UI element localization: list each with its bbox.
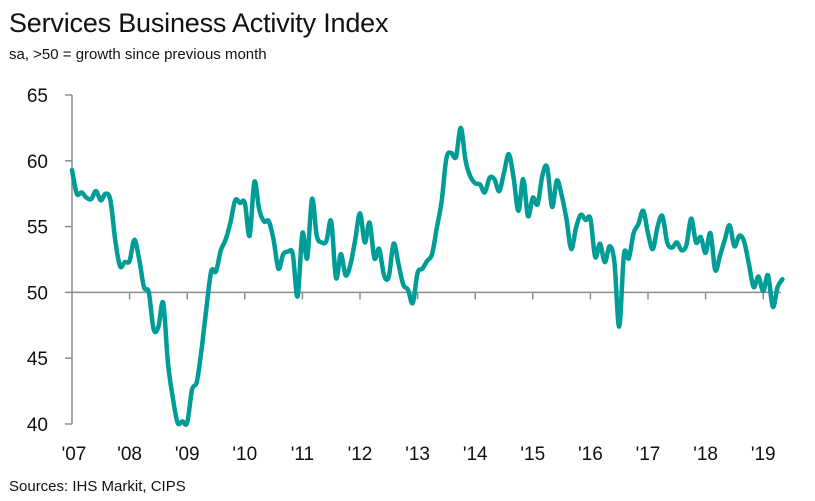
y-tick-label: 60 (27, 152, 48, 173)
x-tick-label: '13 (405, 444, 430, 465)
chart-source: Sources: IHS Markit, CIPS (9, 478, 186, 495)
y-tick-label: 55 (27, 218, 48, 239)
x-tick-label: '19 (751, 444, 776, 465)
x-tick-label: '15 (520, 444, 545, 465)
x-tick-label: '09 (175, 444, 200, 465)
chart-subtitle: sa, >50 = growth since previous month (9, 46, 267, 63)
chart-title: Services Business Activity Index (9, 8, 389, 38)
y-tick-label: 65 (27, 86, 48, 107)
x-tick-label: '11 (291, 444, 314, 465)
y-tick-label: 40 (27, 415, 48, 436)
x-axis: '07 '08 '09 '10 '11 '12 '13 '14 '15 '16 '17 '18 '19 (62, 291, 781, 465)
x-tick-label: '10 (232, 444, 257, 465)
x-tick-label: '07 (62, 444, 87, 465)
series-layer (69, 125, 785, 427)
x-tick-label: '12 (348, 444, 373, 465)
x-tick-label: '18 (693, 444, 718, 465)
x-tick-label: '16 (578, 444, 603, 465)
y-tick-label: 45 (27, 349, 48, 370)
y-axis: 65 60 55 50 45 40 (27, 86, 73, 436)
x-tick-label: '14 (463, 444, 488, 465)
x-tick-label: '17 (636, 444, 661, 465)
x-tick-label: '08 (117, 444, 142, 465)
y-tick-label: 50 (27, 283, 48, 304)
series-line (69, 125, 785, 427)
